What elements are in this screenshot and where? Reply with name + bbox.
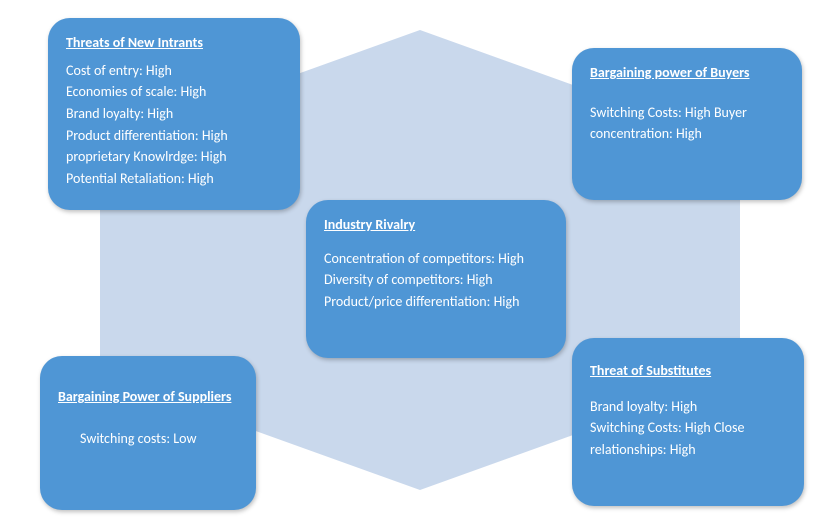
force-rivalry: Industry Rivalry Concentration of compet… <box>306 200 566 358</box>
force-buyers-items: Switching Costs: High Buyer concentratio… <box>590 102 786 145</box>
list-item: Product/price differentiation: High <box>324 291 550 313</box>
list-item: Concentration of competitors: High <box>324 248 550 270</box>
list-item: Switching Costs: High Buyer concentratio… <box>590 102 786 145</box>
force-new-entrants-items: Cost of entry: High Economies of scale: … <box>66 60 284 190</box>
list-item: Brand loyalty: High <box>66 103 284 125</box>
list-item: Switching Costs: High Close relationship… <box>590 417 788 460</box>
list-item: Switching costs: Low <box>80 428 240 450</box>
force-suppliers: Bargaining Power of Suppliers Switching … <box>40 356 256 510</box>
force-suppliers-items: Switching costs: Low <box>58 428 240 450</box>
force-substitutes-title: Threat of Substitutes <box>590 360 788 382</box>
force-buyers: Bargaining power of Buyers Switching Cos… <box>572 48 802 200</box>
force-buyers-title: Bargaining power of Buyers <box>590 62 786 84</box>
list-item: Economies of scale: High <box>66 81 284 103</box>
list-item: Cost of entry: High <box>66 60 284 82</box>
force-substitutes-items: Brand loyalty: High Switching Costs: Hig… <box>590 396 788 461</box>
force-rivalry-title: Industry Rivalry <box>324 214 550 236</box>
force-new-entrants: Threats of New Intrants Cost of entry: H… <box>48 18 300 210</box>
five-forces-diagram: Threats of New Intrants Cost of entry: H… <box>0 0 840 520</box>
list-item: proprietary Knowlrdge: High <box>66 146 284 168</box>
force-substitutes: Threat of Substitutes Brand loyalty: Hig… <box>572 338 804 506</box>
list-item: Diversity of competitors: High <box>324 269 550 291</box>
list-item: Product differentiation: High <box>66 125 284 147</box>
list-item: Potential Retaliation: High <box>66 168 284 190</box>
force-suppliers-title: Bargaining Power of Suppliers <box>58 386 240 408</box>
list-item: Brand loyalty: High <box>590 396 788 418</box>
force-new-entrants-title: Threats of New Intrants <box>66 32 284 54</box>
force-rivalry-items: Concentration of competitors: High Diver… <box>324 248 550 313</box>
